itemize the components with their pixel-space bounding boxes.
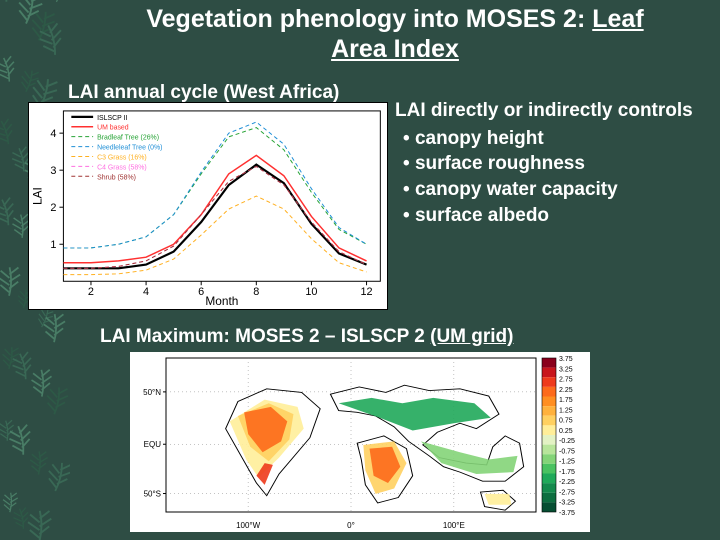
map-title-under: (UM grid) xyxy=(430,326,513,347)
svg-text:50°S: 50°S xyxy=(144,490,161,499)
svg-text:Bradleaf Tree (26%): Bradleaf Tree (26%) xyxy=(97,135,159,142)
svg-text:Month: Month xyxy=(205,294,238,308)
svg-text:10: 10 xyxy=(305,286,317,298)
bullet-item: canopy water capacity xyxy=(403,177,710,203)
lai-max-map: 100°W 0° 100°E 50°N EQU 50°S 3.75 3.25 2.75 2.25 1… xyxy=(130,352,590,532)
svg-text:-1.25: -1.25 xyxy=(559,459,575,466)
svg-text:-3.75: -3.75 xyxy=(559,510,575,517)
svg-text:LAI: LAI xyxy=(31,187,45,205)
svg-text:-2.25: -2.25 xyxy=(559,479,575,486)
svg-text:C4 Grass (58%): C4 Grass (58%) xyxy=(97,164,147,171)
svg-text:-1.75: -1.75 xyxy=(559,469,575,476)
svg-text:3: 3 xyxy=(50,165,56,177)
title-under1: Leaf xyxy=(592,5,643,33)
lai-cycle-chart: 246810121234MonthLAIISLSCP IIUM basedBra… xyxy=(28,102,388,310)
bullet-item: canopy height xyxy=(403,126,710,152)
svg-text:100°W: 100°W xyxy=(236,521,261,530)
svg-text:2.75: 2.75 xyxy=(559,377,573,384)
title-mid: Area Index xyxy=(331,35,459,63)
svg-text:4: 4 xyxy=(50,128,56,140)
svg-text:2.25: 2.25 xyxy=(559,387,573,394)
svg-text:UM based: UM based xyxy=(97,125,129,132)
svg-text:-0.75: -0.75 xyxy=(559,448,575,455)
svg-text:2: 2 xyxy=(88,286,94,298)
svg-text:3.25: 3.25 xyxy=(559,366,573,373)
slide-root: Vegetation phenology into MOSES 2: Leaf … xyxy=(0,0,720,540)
svg-text:Needleleaf Tree (0%): Needleleaf Tree (0%) xyxy=(97,145,162,152)
svg-text:1: 1 xyxy=(50,239,56,251)
cycle-subtitle: LAI annual cycle (West Africa) xyxy=(68,82,339,104)
svg-text:-0.25: -0.25 xyxy=(559,438,575,445)
svg-text:2: 2 xyxy=(50,202,56,214)
svg-text:1.25: 1.25 xyxy=(559,407,573,414)
title-pre: Vegetation phenology into MOSES 2: xyxy=(146,5,592,33)
bullet-item: surface roughness xyxy=(403,151,710,177)
slide-title: Vegetation phenology into MOSES 2: Leaf … xyxy=(80,4,710,64)
svg-text:4: 4 xyxy=(143,286,149,298)
bullets-intro: LAI directly or indirectly controls xyxy=(395,98,710,124)
svg-text:EQU: EQU xyxy=(144,440,162,449)
map-title-pre: LAI Maximum: MOSES 2 – ISLSCP 2 xyxy=(100,326,430,347)
svg-text:3.75: 3.75 xyxy=(559,356,573,363)
svg-text:ISLSCP II: ISLSCP II xyxy=(97,115,127,122)
svg-text:0.75: 0.75 xyxy=(559,418,573,425)
svg-text:0°: 0° xyxy=(347,521,355,530)
map-title: LAI Maximum: MOSES 2 – ISLSCP 2 (UM grid… xyxy=(100,326,680,348)
svg-text:8: 8 xyxy=(253,286,259,298)
svg-text:12: 12 xyxy=(360,286,372,298)
bullet-list: canopy heightsurface roughnesscanopy wat… xyxy=(395,126,710,229)
svg-text:1.75: 1.75 xyxy=(559,397,573,404)
svg-text:C3 Grass (16%): C3 Grass (16%) xyxy=(97,154,147,161)
svg-text:6: 6 xyxy=(198,286,204,298)
svg-text:100°E: 100°E xyxy=(443,521,465,530)
bullet-block: LAI directly or indirectly controls cano… xyxy=(395,98,710,228)
svg-text:50°N: 50°N xyxy=(143,388,161,397)
svg-text:Shrub (58%): Shrub (58%) xyxy=(97,174,136,181)
bullet-item: surface albedo xyxy=(403,203,710,229)
svg-text:-3.25: -3.25 xyxy=(559,500,575,507)
svg-text:0.25: 0.25 xyxy=(559,428,573,435)
svg-text:-2.75: -2.75 xyxy=(559,489,575,496)
